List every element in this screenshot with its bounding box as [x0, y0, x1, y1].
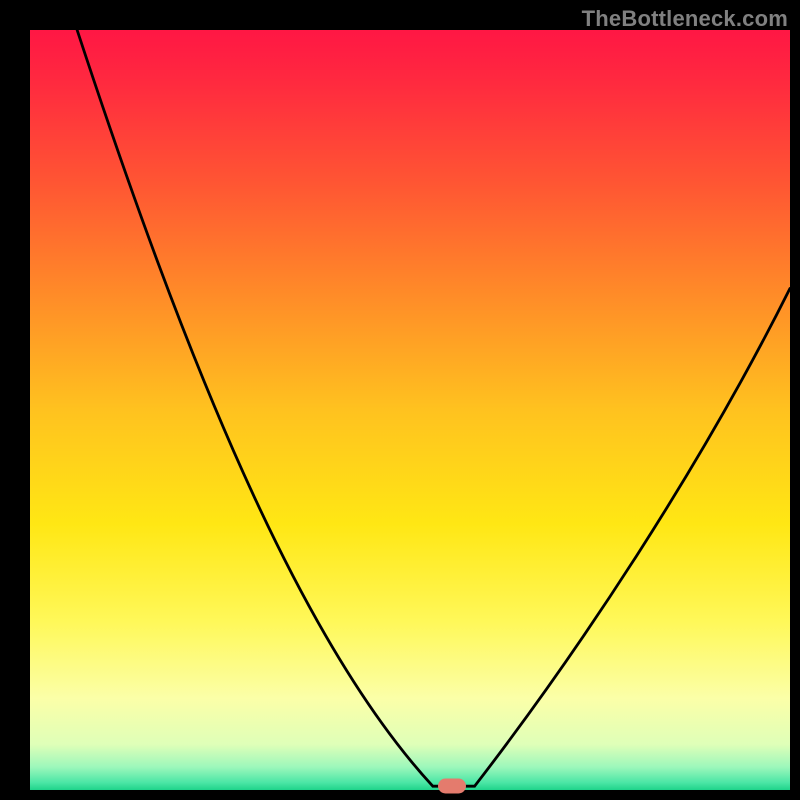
optimal-point-marker	[438, 779, 466, 794]
bottleneck-curve	[77, 30, 790, 786]
curve-layer	[0, 0, 800, 800]
watermark-text: TheBottleneck.com	[582, 6, 788, 32]
bottleneck-chart: TheBottleneck.com	[0, 0, 800, 800]
